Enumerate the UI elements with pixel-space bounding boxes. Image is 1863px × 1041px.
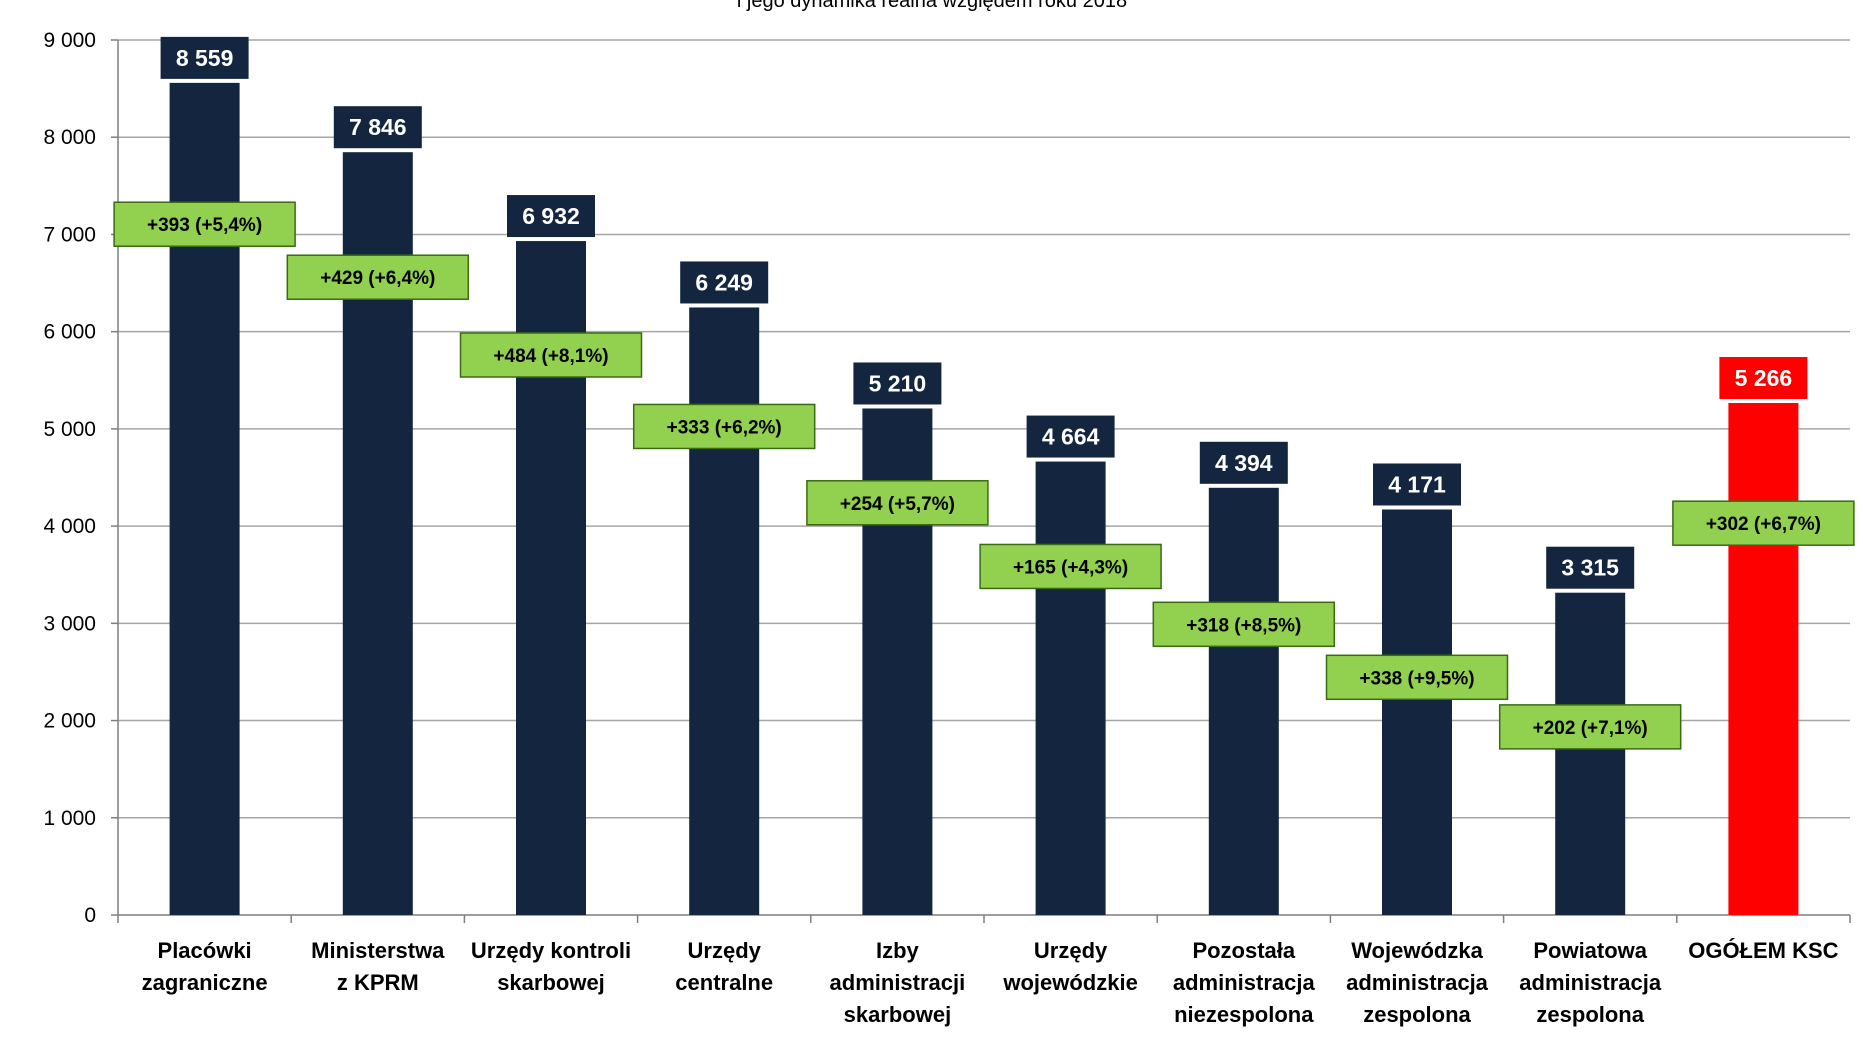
category-label: administracja: [1173, 970, 1316, 995]
change-label-box: [632, 403, 816, 450]
chart-title: i jego dynamika realna względem roku 201…: [737, 0, 1127, 12]
value-label: 3 315: [1561, 555, 1619, 581]
y-tick-label: 4 000: [43, 515, 96, 538]
bar: [689, 307, 760, 915]
value-label-box: [1546, 546, 1635, 589]
category-label: OGÓŁEM KSC: [1688, 938, 1838, 963]
bar: [1382, 509, 1452, 915]
value-label-box: [680, 261, 769, 304]
change-label: +393 (+5,4%): [147, 215, 262, 236]
category-label: Izby: [876, 938, 920, 963]
y-tick-label: 8 000: [43, 126, 96, 149]
change-label-box: [979, 543, 1162, 590]
change-label: +338 (+9,5%): [1359, 668, 1474, 689]
change-label-box: [1672, 500, 1855, 546]
change-label-box: [806, 480, 989, 526]
labels: 0 1 000 2 000 3 000 4 000 5 000 6 000 7 000 8 00…: [43, 29, 1855, 1027]
category-label: Pozostała: [1192, 938, 1295, 963]
y-tick-label: 3 000: [43, 612, 96, 635]
change-label: +302 (+6,7%): [1706, 514, 1821, 535]
y-tick-label: 7 000: [43, 223, 96, 246]
value-label: 4 171: [1388, 471, 1446, 497]
y-tick-label: 5 000: [43, 418, 96, 441]
value-label-box: [507, 195, 595, 238]
category-label: z KPRM: [337, 970, 419, 995]
y-tick-label: 0: [84, 904, 96, 927]
value-label: 6 932: [522, 203, 580, 229]
bar: [1035, 461, 1106, 915]
category-label: niezespolona: [1174, 1002, 1314, 1027]
value-label: 7 846: [349, 114, 407, 140]
change-label: +333 (+6,2%): [667, 417, 782, 438]
value-label: 8 559: [176, 45, 234, 71]
category-label: Powiatowa: [1533, 938, 1647, 963]
value-label-box: [1199, 441, 1288, 484]
y-tick-label: 6 000: [43, 321, 96, 344]
category-label: centralne: [675, 970, 773, 995]
category-label: wojewódzkie: [1002, 970, 1137, 995]
category-label: zespolona: [1536, 1002, 1644, 1027]
change-label: +254 (+5,7%): [840, 494, 955, 515]
change-label-box: [286, 254, 470, 300]
value-label-box: [1719, 357, 1808, 400]
change-label: +484 (+8,1%): [493, 346, 608, 367]
category-label: Ministerstwa: [311, 938, 445, 963]
value-label: 4 664: [1042, 424, 1100, 450]
bar: [1208, 487, 1279, 915]
change-label: +429 (+6,4%): [320, 268, 435, 289]
category-label: skarbowej: [497, 970, 605, 995]
value-label-box: [333, 106, 422, 149]
category-label: Urzędy: [688, 938, 762, 963]
y-tick-label: 1 000: [43, 807, 96, 830]
change-label-box: [113, 201, 296, 247]
value-label: 4 394: [1215, 450, 1273, 476]
value-label-box: [1026, 415, 1115, 458]
value-label-box: [1373, 463, 1461, 506]
category-label: administracja: [1519, 970, 1662, 995]
category-label: zespolona: [1363, 1002, 1471, 1027]
category-label: Placówki: [158, 938, 252, 963]
change-label: +202 (+7,1%): [1533, 718, 1648, 739]
bar: [1728, 403, 1799, 915]
category-label: administracja: [1346, 970, 1489, 995]
value-label: 5 210: [869, 370, 927, 396]
value-label-box: [853, 362, 942, 405]
category-label: Urzędy: [1034, 938, 1108, 963]
change-label-box: [1152, 601, 1336, 648]
change-label-box: [1498, 704, 1682, 750]
change-label: +165 (+4,3%): [1013, 557, 1128, 578]
category-label: Wojewódzka: [1351, 938, 1483, 963]
y-tick-label: 9 000: [43, 29, 96, 52]
value-label: 5 266: [1735, 365, 1793, 391]
category-label: administracji: [830, 970, 966, 995]
category-label: zagraniczne: [142, 970, 268, 995]
change-label-box: [459, 332, 643, 378]
value-label-box: [160, 36, 249, 79]
change-label: +318 (+8,5%): [1186, 615, 1301, 636]
category-label: skarbowej: [844, 1002, 952, 1027]
category-label: Urzędy kontroli: [471, 938, 631, 963]
y-tick-label: 2 000: [43, 710, 96, 733]
change-label-box: [1325, 654, 1509, 701]
value-label: 6 249: [695, 269, 753, 295]
bar: [1555, 592, 1626, 915]
